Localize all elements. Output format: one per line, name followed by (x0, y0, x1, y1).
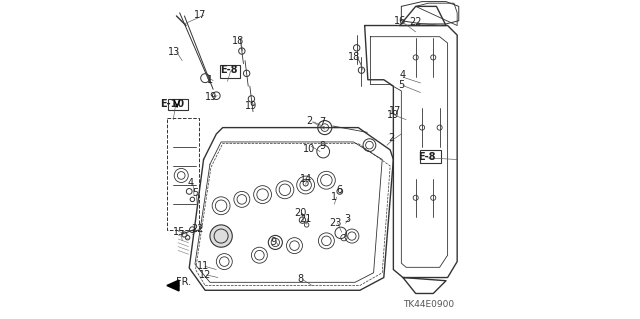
Text: 8: 8 (297, 274, 303, 285)
Text: TK44E0900: TK44E0900 (403, 300, 454, 309)
Text: FR.: FR. (176, 277, 191, 287)
Text: 10: 10 (303, 144, 315, 154)
Text: 15: 15 (173, 227, 185, 237)
Text: E-10: E-10 (161, 99, 185, 109)
Text: 3: 3 (344, 213, 350, 224)
Text: 4: 4 (400, 70, 406, 80)
Text: 18: 18 (348, 52, 360, 62)
Text: 7: 7 (319, 117, 326, 127)
Text: 2: 2 (307, 116, 313, 126)
Text: 11: 11 (197, 261, 210, 271)
Text: 2: 2 (388, 133, 395, 143)
Text: E-8: E-8 (220, 65, 237, 75)
Polygon shape (167, 280, 179, 291)
Text: 17: 17 (194, 10, 207, 20)
Text: E-8: E-8 (418, 152, 436, 162)
Text: 13: 13 (168, 47, 180, 57)
Bar (220, 65, 240, 78)
Text: 19: 19 (387, 110, 399, 121)
Text: 5: 5 (192, 188, 198, 198)
Text: 12: 12 (199, 270, 211, 280)
Text: 22: 22 (191, 224, 204, 234)
Circle shape (210, 225, 232, 247)
Text: 4: 4 (188, 178, 194, 189)
Text: 19: 19 (245, 101, 257, 111)
Text: 14: 14 (300, 174, 312, 184)
Text: 22: 22 (409, 17, 421, 27)
Text: 16: 16 (394, 16, 406, 26)
Text: 17: 17 (388, 106, 401, 116)
Text: 9: 9 (271, 237, 277, 247)
Bar (168, 99, 188, 110)
Text: 20: 20 (294, 208, 307, 218)
Text: 1: 1 (332, 192, 337, 202)
Text: 23: 23 (329, 218, 342, 228)
Text: 1: 1 (207, 75, 213, 85)
Text: 6: 6 (337, 185, 343, 195)
Text: 19: 19 (205, 92, 217, 102)
Text: 9: 9 (319, 141, 326, 151)
Text: 21: 21 (300, 213, 312, 224)
Text: 18: 18 (232, 36, 244, 47)
Text: 5: 5 (398, 79, 404, 90)
Bar (420, 150, 441, 163)
